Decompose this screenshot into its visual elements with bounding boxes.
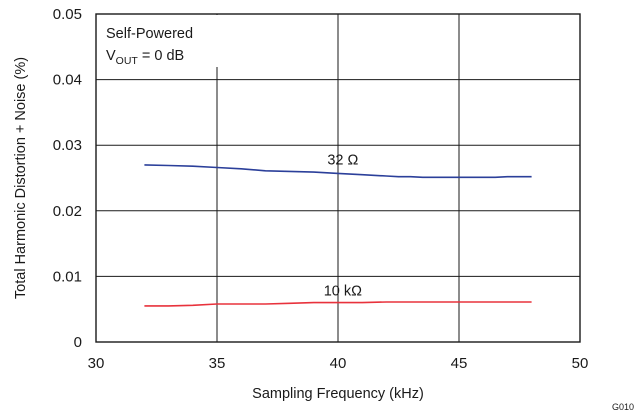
plot-frame (95, 13, 581, 343)
y-tick-label: 0.04 (53, 72, 82, 89)
figure-id: G010 (612, 402, 634, 412)
grid (96, 14, 580, 342)
annotation-line-1: Self-Powered (106, 26, 193, 42)
y-tick-label: 0.01 (53, 268, 82, 285)
x-tick-label: 35 (209, 355, 226, 372)
series-line-10k-ohm (144, 301, 532, 307)
series-label-32-ohm: 32 Ω (327, 153, 358, 169)
series-lines (144, 164, 532, 307)
annotation-line-2: VOUT = 0 dB (106, 48, 184, 67)
x-tick-label: 30 (88, 355, 105, 372)
x-tick-label: 45 (451, 355, 468, 372)
x-tick-label: 50 (572, 355, 589, 372)
annotation-box (97, 15, 230, 67)
series-line-32-ohm (144, 164, 532, 179)
y-tick-label: 0.05 (53, 6, 82, 23)
x-tick-label: 40 (330, 355, 347, 372)
tick-labels: 30 35 40 45 50 0 0.01 0.02 0.03 0.04 0.05 32 Ω 10 kΩ (53, 6, 589, 372)
x-axis-label: Sampling Frequency (kHz) (252, 386, 424, 402)
y-tick-label: 0.02 (53, 203, 82, 220)
y-tick-label: 0.03 (53, 137, 82, 154)
series-label-10k-ohm: 10 kΩ (324, 284, 362, 300)
y-axis-label: Total Harmonic Distortion + Noise (%) (13, 57, 29, 299)
y-tick-label: 0 (74, 334, 82, 351)
